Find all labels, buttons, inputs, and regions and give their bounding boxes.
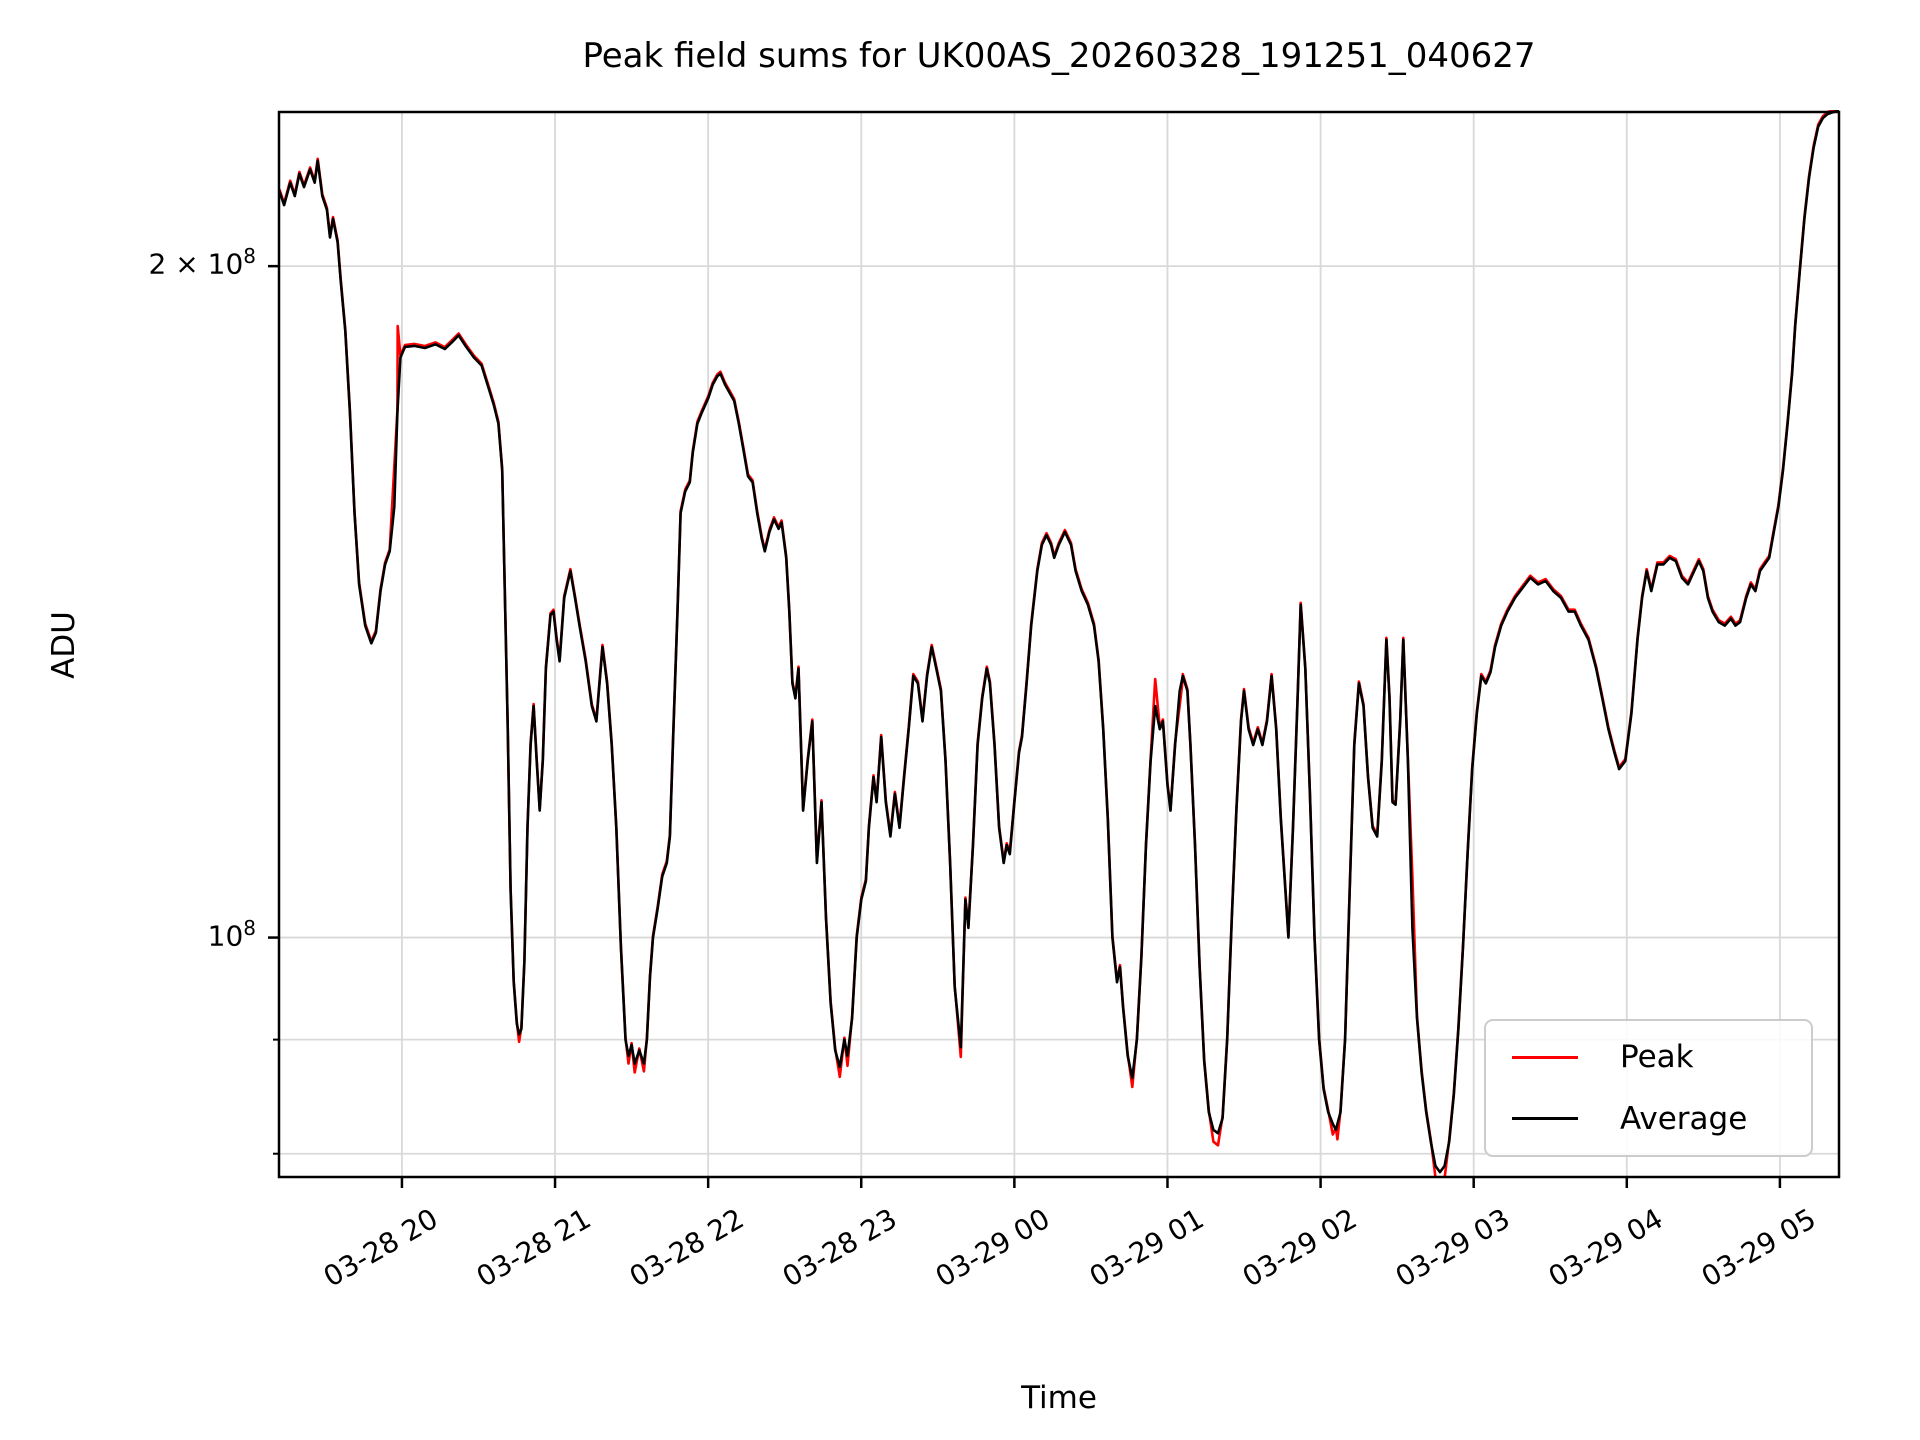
legend-entry-average: Average <box>1486 1094 1811 1144</box>
legend-entry-peak: Peak <box>1486 1032 1811 1082</box>
y-tick-label: 108 <box>207 915 256 952</box>
legend-label-average: Average <box>1620 1100 1748 1137</box>
axes-spines <box>277 110 1841 1179</box>
chart-title: Peak field sums for UK00AS_20260328_1912… <box>582 36 1536 76</box>
legend-label-peak: Peak <box>1620 1039 1694 1076</box>
average-line-swatch <box>1512 1117 1578 1121</box>
y-tick-label: 2 × 108 <box>148 244 256 281</box>
legend: Peak Average <box>1484 1019 1813 1157</box>
x-axis-label: Time <box>1021 1380 1097 1416</box>
average-line <box>279 110 1839 1174</box>
peak-line-swatch <box>1512 1055 1578 1059</box>
